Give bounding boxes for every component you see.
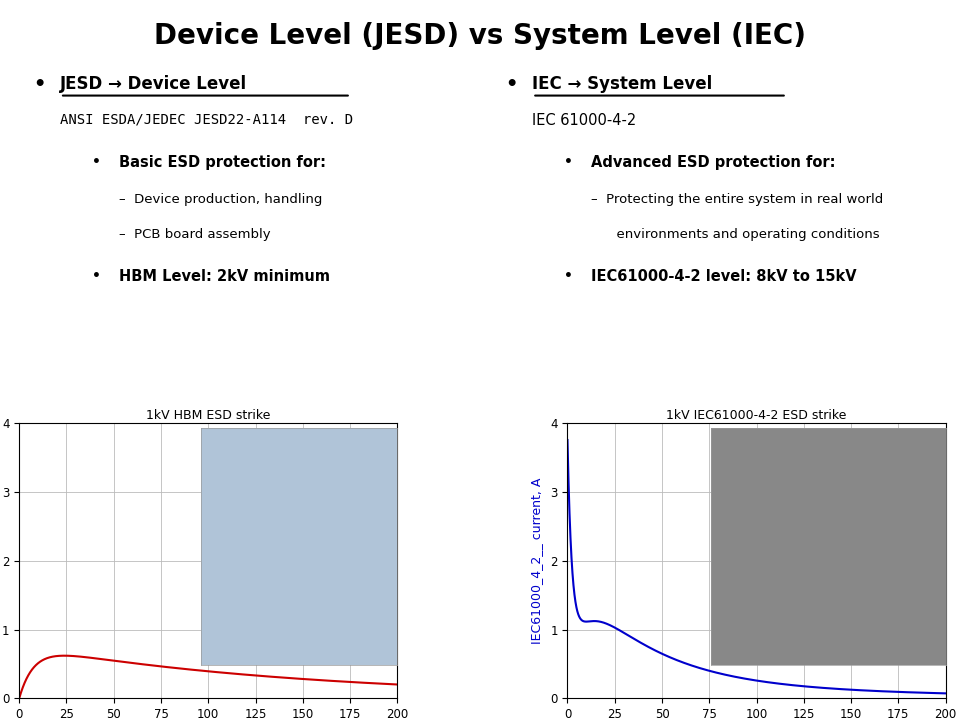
- Text: JESD → Device Level: JESD → Device Level: [60, 75, 247, 93]
- Text: HBM Level: 2kV minimum: HBM Level: 2kV minimum: [119, 269, 330, 284]
- Y-axis label: IEC61000_4_2__ current, A: IEC61000_4_2__ current, A: [530, 477, 543, 644]
- Title: 1kV HBM ESD strike: 1kV HBM ESD strike: [146, 409, 271, 422]
- Text: Advanced ESD protection for:: Advanced ESD protection for:: [591, 155, 836, 170]
- Text: •: •: [505, 75, 517, 94]
- Title: 1kV IEC61000-4-2 ESD strike: 1kV IEC61000-4-2 ESD strike: [666, 409, 847, 422]
- Text: •: •: [33, 75, 45, 94]
- Text: ANSI ESDA/JEDEC JESD22-A114  rev. D: ANSI ESDA/JEDEC JESD22-A114 rev. D: [60, 113, 353, 127]
- Text: –  PCB board assembly: – PCB board assembly: [119, 228, 271, 240]
- Text: IEC 61000-4-2: IEC 61000-4-2: [533, 113, 636, 128]
- Text: Basic ESD protection for:: Basic ESD protection for:: [119, 155, 326, 170]
- Text: –  Device production, handling: – Device production, handling: [119, 193, 323, 206]
- Text: environments and operating conditions: environments and operating conditions: [591, 228, 880, 240]
- Text: IEC → System Level: IEC → System Level: [533, 75, 712, 93]
- Text: •: •: [564, 155, 573, 168]
- Text: •: •: [92, 269, 101, 283]
- Text: Device Level (JESD) vs System Level (IEC): Device Level (JESD) vs System Level (IEC…: [154, 22, 806, 50]
- Text: •: •: [564, 269, 573, 283]
- Text: IEC61000-4-2 level: 8kV to 15kV: IEC61000-4-2 level: 8kV to 15kV: [591, 269, 857, 284]
- Text: •: •: [92, 155, 101, 168]
- Text: –  Protecting the entire system in real world: – Protecting the entire system in real w…: [591, 193, 883, 206]
